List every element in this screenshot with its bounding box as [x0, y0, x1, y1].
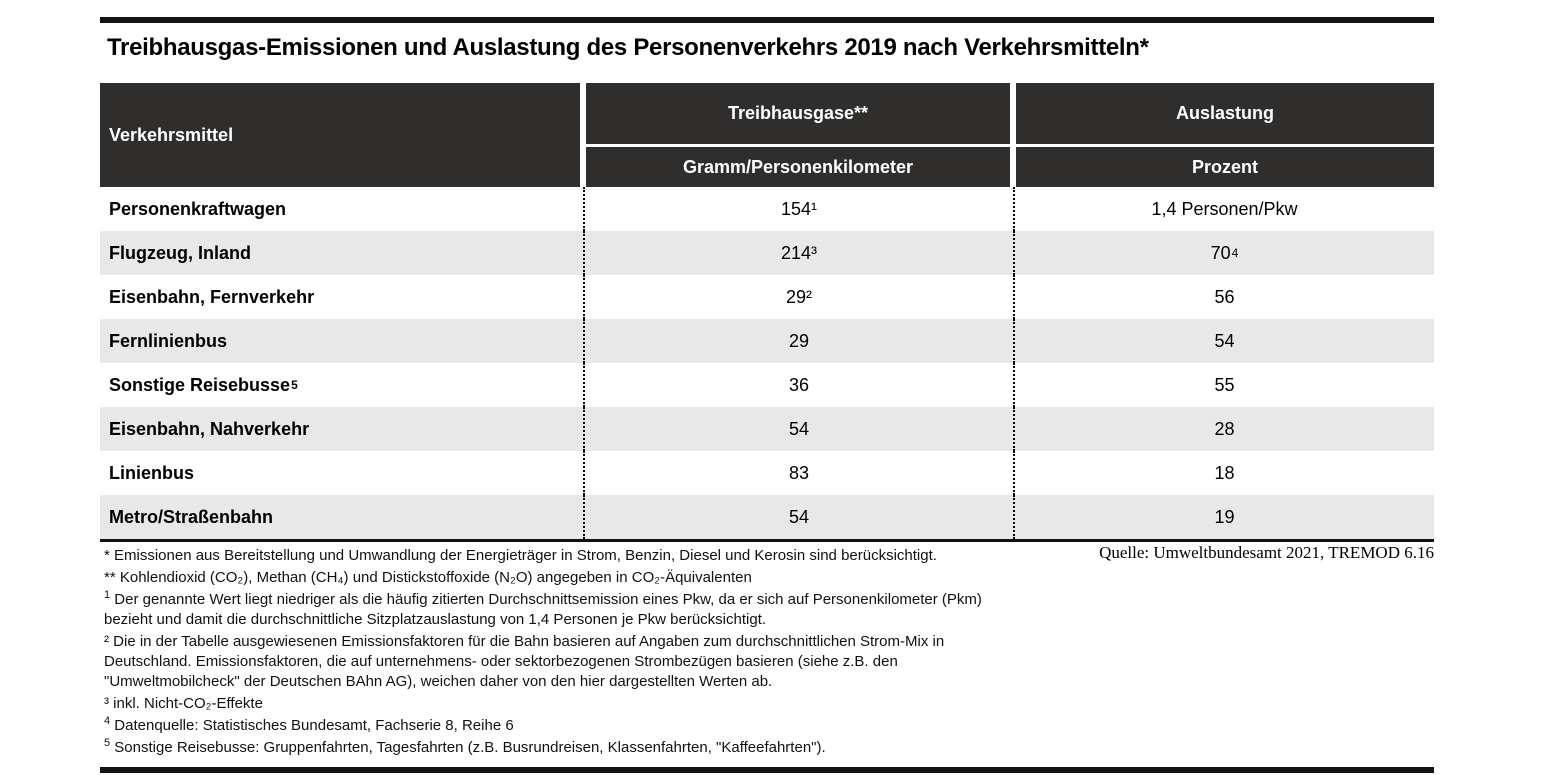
footnote-text: Die in der Tabelle ausgewiesenen Emissio… [104, 633, 945, 690]
footnote: 4 Datenquelle: Statistisches Bundesamt, … [104, 716, 1054, 736]
column-group-treibhausgase: Treibhausgase** Gramm/Personenkilometer [586, 83, 1010, 187]
bottom-rule-bar [100, 767, 1434, 773]
footnote: 1 Der genannte Wert liegt niedriger als … [104, 590, 1054, 630]
table-row: Fernlinienbus 29 54 [100, 319, 1434, 363]
footnote-marker: 4 [104, 715, 111, 727]
cell-auslastung: 28 [1013, 407, 1434, 451]
footnote: ** Kohlendioxid (CO₂), Methan (CH₄) und … [104, 568, 1054, 588]
cell-treibhausgase: 54 [583, 495, 1013, 539]
cell-treibhausgase: 154¹ [583, 187, 1013, 231]
column-subheader-gramm-personenkilometer: Gramm/Personenkilometer [586, 147, 1010, 187]
footnote-marker: ² [104, 633, 109, 650]
cell-auslastung: 70 4 [1013, 231, 1434, 275]
source-credit: Quelle: Umweltbundesamt 2021, TREMOD 6.1… [1099, 543, 1434, 562]
cell-treibhausgase: 54 [583, 407, 1013, 451]
cell-verkehrsmittel: Eisenbahn, Fernverkehr [109, 286, 315, 307]
cell-auslastung: 56 [1013, 275, 1434, 319]
header-row-gap [1016, 144, 1434, 147]
column-header-verkehrsmittel: Verkehrsmittel [100, 83, 580, 187]
footnote: 5 Sonstige Reisebusse: Gruppenfahrten, T… [104, 738, 1054, 758]
cell-auslastung: 1,4 Personen/Pkw [1013, 187, 1434, 231]
cell-auslastung: 18 [1013, 451, 1434, 495]
cell-verkehrsmittel: Fernlinienbus [109, 330, 228, 351]
footnote: ² Die in der Tabelle ausgewiesenen Emiss… [104, 632, 1054, 692]
page-title: Treibhausgas-Emissionen und Auslastung d… [107, 34, 1149, 61]
table-row: Linienbus 83 18 [100, 451, 1434, 495]
table-row: Personenkraftwagen 154¹ 1,4 Personen/Pkw [100, 187, 1434, 231]
cell-verkehrsmittel: Personenkraftwagen [109, 198, 287, 219]
table-row: Flugzeug, Inland 214³ 70 4 [100, 231, 1434, 275]
cell-treibhausgase: 214³ [583, 231, 1013, 275]
table-header: Verkehrsmittel Treibhausgase** Gramm/Per… [100, 83, 1434, 187]
cell-treibhausgase: 83 [583, 451, 1013, 495]
header-column-gap [580, 83, 586, 187]
footnote: ³ inkl. Nicht-CO₂-Effekte [104, 694, 1054, 714]
cell-treibhausgase: 29 [583, 319, 1013, 363]
header-column-gap [1010, 83, 1016, 187]
cell-treibhausgase: 29² [583, 275, 1013, 319]
table-row: Sonstige Reisebusse 5 36 55 [100, 363, 1434, 407]
table-row: Eisenbahn, Fernverkehr 29² 56 [100, 275, 1434, 319]
cell-auslastung: 55 [1013, 363, 1434, 407]
column-header-auslastung: Auslastung [1016, 83, 1434, 144]
table-row: Eisenbahn, Nahverkehr 54 28 [100, 407, 1434, 451]
cell-treibhausgase: 36 [583, 363, 1013, 407]
table-row: Metro/Straßenbahn 54 19 [100, 495, 1434, 539]
footnote-marker: ** [104, 569, 116, 586]
cell-verkehrsmittel: Flugzeug, Inland [109, 242, 251, 263]
table-body: Personenkraftwagen 154¹ 1,4 Personen/Pkw Fl… [100, 187, 1434, 539]
cell-auslastung: 54 [1013, 319, 1434, 363]
cell-verkehrsmittel: Sonstige Reisebusse 5 [109, 374, 298, 395]
footnote: * Emissionen aus Bereitstellung und Umwa… [104, 546, 1054, 566]
cell-verkehrsmittel: Eisenbahn, Nahverkehr [109, 418, 310, 439]
footnote-text: Der genannte Wert liegt niedriger als di… [104, 591, 982, 628]
footnote-text: Sonstige Reisebusse: Gruppenfahrten, Tag… [110, 739, 826, 756]
cell-verkehrsmittel: Metro/Straßenbahn [109, 506, 274, 527]
footnote-text: inkl. Nicht-CO₂-Effekte [109, 695, 263, 712]
column-header-treibhausgase: Treibhausgase** [586, 83, 1010, 144]
header-row-gap [586, 144, 1010, 147]
footnote-marker: 1 [104, 589, 111, 601]
column-subheader-prozent: Prozent [1016, 147, 1434, 187]
footnote-text: Kohlendioxid (CO₂), Methan (CH₄) und Dis… [115, 569, 752, 586]
cell-auslastung: 19 [1013, 495, 1434, 539]
footnote-marker: ³ [104, 695, 109, 712]
column-group-auslastung: Auslastung Prozent [1016, 83, 1434, 187]
top-rule-bar [100, 17, 1434, 23]
footnotes: * Emissionen aus Bereitstellung und Umwa… [104, 546, 1054, 760]
footnote-text: Emissionen aus Bereitstellung und Umwand… [109, 547, 937, 564]
footnote-text: Datenquelle: Statistisches Bundesamt, Fa… [110, 717, 514, 734]
cell-verkehrsmittel: Linienbus [109, 462, 194, 483]
footnote-marker: 5 [104, 737, 111, 749]
table-bottom-rule [100, 539, 1434, 542]
footnote-marker: * [104, 547, 110, 564]
